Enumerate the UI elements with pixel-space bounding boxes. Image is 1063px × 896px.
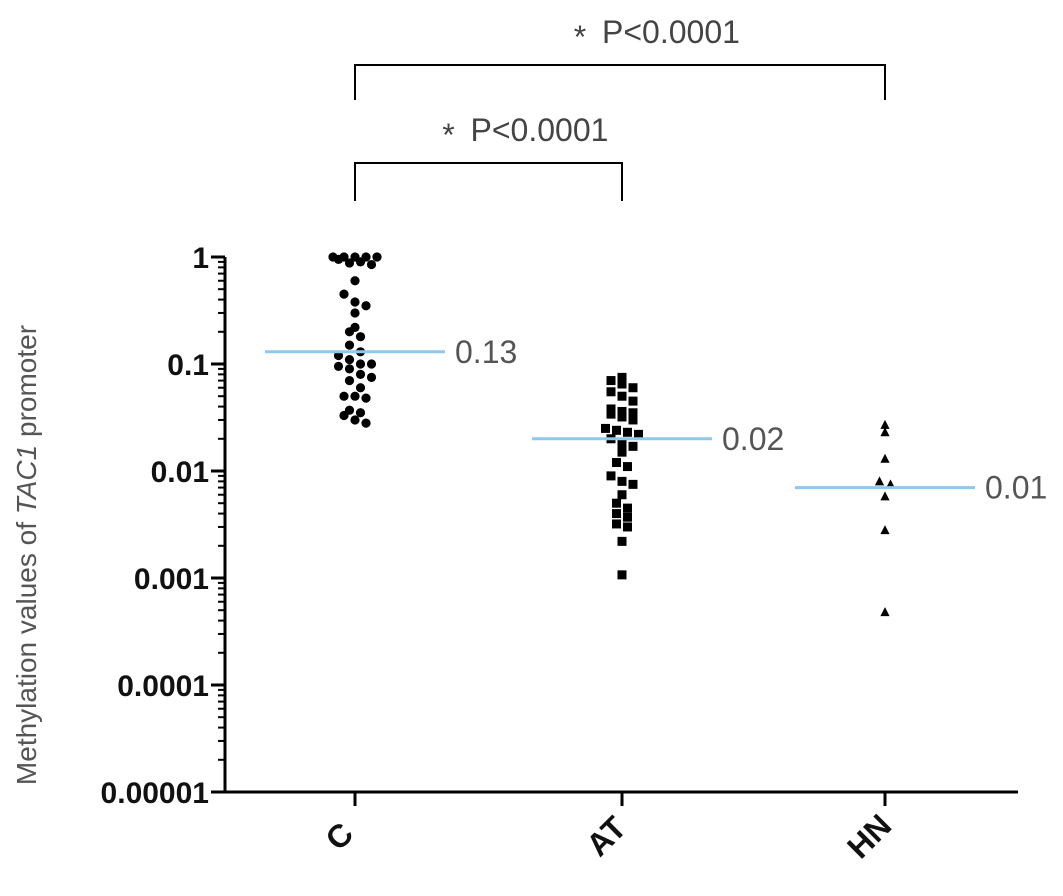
data-point-at (612, 519, 621, 529)
median-label-at: 0.02 (722, 421, 784, 457)
data-point-c (344, 375, 355, 386)
data-point-at (628, 408, 638, 418)
data-point-at (617, 379, 627, 389)
data-point-at (617, 406, 627, 416)
y-tick-label: 0.0001 (117, 670, 209, 703)
data-point-c (333, 361, 344, 371)
significance-bracket (354, 64, 886, 100)
data-point-c (350, 276, 360, 286)
data-point-c (355, 257, 366, 267)
y-tick-label: 0.001 (134, 563, 209, 596)
data-point-at (628, 383, 638, 393)
data-point-at (623, 503, 632, 513)
y-tick-label: 0.00001 (101, 777, 209, 810)
data-point-at (628, 396, 638, 406)
data-point-hn (880, 453, 890, 463)
data-point-c (366, 372, 377, 382)
data-point-hn (874, 476, 885, 486)
y-tick-label: 0.1 (167, 349, 209, 382)
data-point-hn (880, 525, 890, 535)
data-point-at (623, 462, 632, 472)
data-point-c (344, 364, 355, 374)
data-point-at (623, 512, 632, 522)
data-point-at (601, 423, 610, 433)
significance-label: P<0.0001 (471, 112, 609, 148)
data-point-at (628, 415, 638, 425)
data-point-c (361, 393, 371, 403)
data-point-c (366, 359, 377, 369)
data-point-at (606, 376, 616, 386)
data-point-c (372, 252, 382, 262)
data-point-c (355, 383, 366, 393)
data-point-at (623, 427, 632, 437)
data-point-at (617, 490, 627, 500)
data-point-c (355, 359, 366, 369)
data-point-at (617, 391, 627, 401)
data-point-c (344, 327, 355, 337)
data-point-at (634, 429, 643, 439)
data-point-at (612, 458, 621, 468)
x-tick-label: HN (840, 807, 898, 865)
data-point-c (339, 391, 349, 401)
data-point-c (361, 301, 371, 311)
data-point-at (623, 522, 632, 532)
data-point-at (612, 425, 621, 435)
data-point-at (628, 479, 638, 489)
data-point-at (606, 409, 616, 419)
data-point-hn (880, 427, 890, 437)
data-point-at (612, 498, 621, 508)
significance-label: P<0.0001 (602, 14, 740, 50)
significance-star: * (442, 117, 454, 153)
data-point-c (350, 308, 360, 318)
data-point-c (350, 415, 360, 425)
y-tick-label: 1 (192, 242, 209, 275)
data-point-hn (880, 491, 890, 501)
x-tick-label: AT (579, 809, 633, 863)
data-point-c (355, 408, 366, 418)
data-point-at (617, 476, 627, 486)
data-point-hn (880, 607, 890, 617)
data-point-c (344, 258, 355, 268)
data-point-c (366, 259, 377, 270)
data-point-at (617, 447, 627, 457)
x-tick-label: C (318, 815, 360, 857)
data-point-c (350, 391, 360, 401)
data-point-at (617, 412, 627, 422)
data-point-c (339, 289, 349, 299)
data-point-at (617, 439, 627, 449)
data-point-hn (880, 419, 890, 429)
data-point-at (617, 372, 627, 382)
data-point-at (617, 570, 627, 580)
data-point-at (617, 536, 627, 546)
y-tick-label: 0.01 (151, 456, 209, 489)
data-point-c (355, 369, 366, 379)
y-axis-label: Methylation values of TAC1 promoter (11, 325, 42, 785)
data-point-c (344, 340, 355, 350)
significance-bracket (354, 162, 623, 201)
data-point-at (606, 471, 616, 481)
median-label-c: 0.13 (455, 334, 517, 370)
data-point-at (606, 404, 616, 414)
median-label-hn: 0.01 (985, 470, 1047, 506)
data-point-c (333, 254, 344, 264)
data-point-c (339, 410, 349, 421)
data-point-c (361, 418, 371, 428)
data-point-at (628, 441, 638, 451)
data-point-c (355, 332, 366, 342)
significance-star: * (574, 19, 586, 55)
data-point-c (344, 354, 355, 365)
data-point-at (612, 509, 621, 519)
data-point-at (606, 387, 616, 397)
data-point-c (350, 297, 360, 307)
